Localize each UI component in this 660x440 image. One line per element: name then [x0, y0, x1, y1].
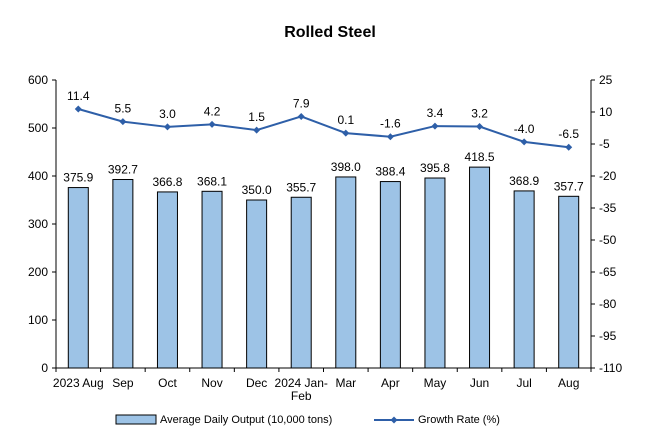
line-point [297, 112, 305, 120]
legend-bar-label: Average Daily Output (10,000 tons) [160, 414, 332, 426]
bar [112, 179, 134, 369]
x-tick-label: May [424, 376, 447, 390]
line-point [476, 123, 484, 131]
line-point [253, 126, 261, 134]
line-data-label: 1.5 [248, 110, 265, 124]
bar-data-label: 388.4 [375, 165, 405, 179]
line-data-label: 5.5 [115, 102, 132, 116]
line-point [520, 138, 528, 146]
left-tick-label: 600 [28, 73, 48, 87]
bar-data-label: 350.0 [242, 183, 272, 197]
line-data-label: 3.2 [471, 107, 488, 121]
x-tick-label: Jul [516, 376, 531, 390]
line-point [386, 133, 394, 141]
x-tick-label: Jun [470, 376, 489, 390]
bar-data-label: 368.9 [509, 174, 539, 188]
right-tick-label: -80 [599, 297, 617, 311]
right-tick-label: -95 [599, 329, 617, 343]
right-tick-label: -5 [599, 137, 610, 151]
bar-data-label: 418.5 [465, 150, 495, 164]
x-tick-label: Mar [335, 376, 356, 390]
bar-data-label: 395.8 [420, 161, 450, 175]
x-tick-label: Apr [381, 376, 400, 390]
chart-title: Rolled Steel [284, 24, 376, 41]
bar [379, 181, 401, 369]
line-data-label: -4.0 [514, 122, 535, 136]
x-tick-label: Feb [291, 389, 312, 403]
x-tick-label: Aug [558, 376, 579, 390]
legend-bar-swatch [115, 414, 157, 425]
line-point [431, 122, 439, 130]
left-tick-label: 300 [28, 217, 48, 231]
right-tick-label: 10 [599, 105, 613, 119]
x-tick-label: Nov [201, 376, 222, 390]
line-data-label: -6.5 [558, 127, 579, 141]
bar [513, 190, 535, 369]
line-data-label: 11.4 [67, 89, 90, 103]
line-point [119, 118, 127, 126]
bar-data-label: 375.9 [63, 171, 93, 185]
left-tick-label: 0 [41, 361, 48, 375]
bar [469, 166, 491, 369]
bar [424, 177, 446, 369]
legend-line-marker [390, 416, 398, 424]
x-tick-label: Dec [246, 376, 267, 390]
bar-data-label: 357.7 [554, 179, 584, 193]
right-tick-label: -110 [599, 361, 622, 375]
legend: Average Daily Output (10,000 tons) Growth… [115, 414, 500, 426]
x-tick-label: Oct [158, 376, 177, 390]
bar [201, 190, 223, 369]
line-point [565, 143, 573, 151]
right-tick-label: -35 [599, 201, 617, 215]
line-point [163, 123, 171, 131]
bar [156, 191, 178, 369]
bar [335, 176, 357, 369]
bar-data-label: 392.7 [108, 163, 138, 177]
line-data-label: 4.2 [204, 104, 221, 118]
left-tick-label: 100 [28, 313, 48, 327]
x-tick-label: 2023 Aug [53, 376, 104, 390]
bar-data-label: 368.1 [197, 174, 227, 188]
right-tick-label: -65 [599, 265, 617, 279]
bar [558, 195, 580, 369]
line-data-label: 3.4 [427, 106, 444, 120]
line-point [342, 129, 350, 137]
line-data-label: -1.6 [380, 117, 401, 131]
bar [290, 196, 312, 369]
bar [67, 187, 89, 369]
right-tick-label: -20 [599, 169, 617, 183]
x-tick-label: 2024 Jan- [275, 376, 328, 390]
right-tick-label: 25 [599, 73, 613, 87]
plot-area: 0 100 200 300 400 500 600 -110 -95 -80 -65 -50 -35 -2… [28, 73, 622, 403]
x-tick-label: Sep [112, 376, 134, 390]
line-data-label: 3.0 [159, 107, 176, 121]
bar [246, 199, 268, 369]
left-tick-label: 200 [28, 265, 48, 279]
line-data-label: 0.1 [337, 113, 354, 127]
line-point [74, 105, 82, 113]
bar-data-label: 355.7 [286, 180, 316, 194]
line-point [208, 120, 216, 128]
bar-data-label: 398.0 [331, 160, 361, 174]
left-tick-label: 400 [28, 169, 48, 183]
bar-data-label: 366.8 [152, 175, 182, 189]
legend-line-label: Growth Rate (%) [418, 414, 500, 426]
right-tick-label: -50 [599, 233, 617, 247]
left-tick-label: 500 [28, 121, 48, 135]
growth-rate-line [78, 108, 569, 149]
line-data-label: 7.9 [293, 96, 310, 110]
